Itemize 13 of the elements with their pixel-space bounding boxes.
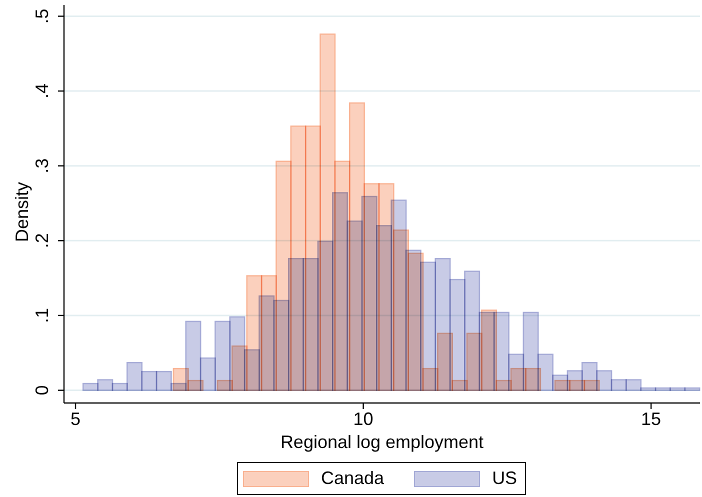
y-tick-label: .1 (32, 308, 52, 323)
legend-label: Canada (321, 468, 384, 489)
x-tick-label: 15 (641, 408, 662, 429)
x-tick-label: 10 (353, 408, 374, 429)
x-tick-label: 5 (70, 408, 81, 429)
y-tick-label: .5 (32, 8, 52, 24)
y-tick-label: 0 (32, 385, 52, 396)
x-axis-title: Regional log employment (280, 432, 484, 452)
y-tick-label: .4 (32, 84, 52, 99)
legend-label: US (492, 468, 518, 489)
y-tick-label: .3 (32, 158, 52, 174)
y-axis-title: Density (12, 182, 32, 242)
y-tick-label: .2 (32, 233, 52, 248)
